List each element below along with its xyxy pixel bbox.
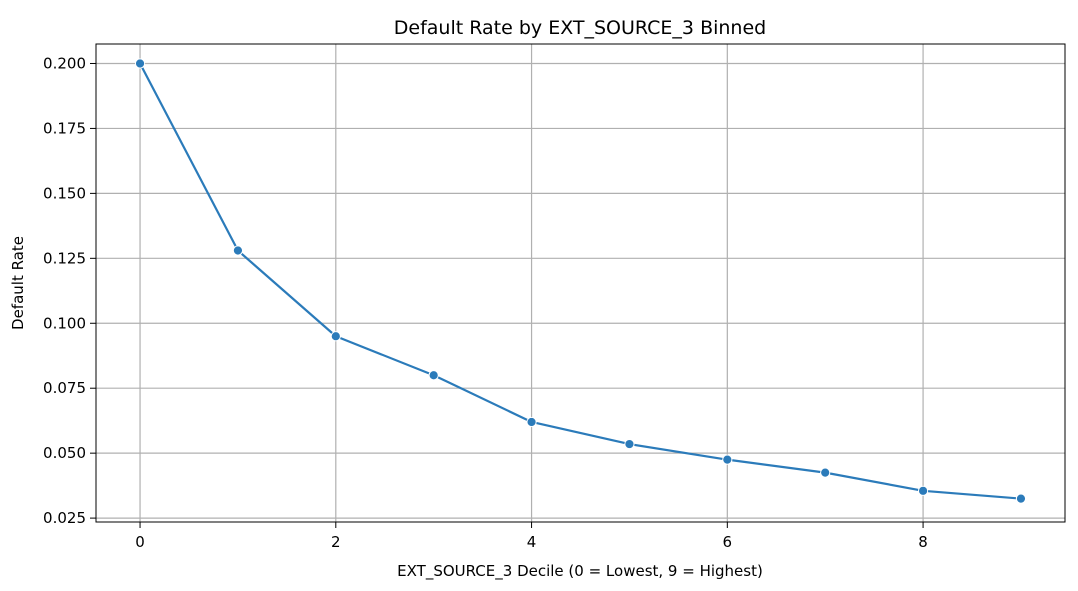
plot-frame [95,43,1066,523]
y-tick-label: 0.175 [43,119,86,137]
x-tick-label: 0 [135,533,145,551]
y-tick-label: 0.075 [43,379,86,397]
x-tick-label: 6 [723,533,733,551]
y-tick-label: 0.100 [43,314,86,332]
y-tick-label: 0.025 [43,509,86,527]
x-axis-label: EXT_SOURCE_3 Decile (0 = Lowest, 9 = Hig… [397,562,763,581]
chart-title: Default Rate by EXT_SOURCE_3 Binned [394,17,766,39]
data-point-1 [232,245,244,256]
data-point-3 [428,370,439,381]
y-tick-label: 0.200 [43,54,86,72]
x-tick-label: 2 [331,533,341,551]
series-line [139,62,1022,500]
y-tick-label: 0.150 [43,184,86,202]
y-axis-label: Default Rate [9,236,27,330]
grid-lines [96,44,1065,522]
data-point-9 [1015,493,1027,504]
data-point-6 [722,454,733,465]
y-tick-label: 0.125 [43,249,86,267]
axis-ticks: 0 2 4 6 8 0.025 0.050 0.075 0.100 0.125 0.150 0.175… [43,54,928,551]
x-tick-label: 4 [527,533,537,551]
y-tick-label: 0.050 [43,444,86,462]
data-point-5 [624,438,635,450]
series-layer [134,58,1027,504]
data-point-0 [134,58,146,69]
data-point-4 [526,416,537,428]
data-point-7 [820,467,831,478]
x-tick-label: 8 [918,533,928,551]
data-point-8 [917,485,929,496]
data-point-2 [330,331,341,342]
